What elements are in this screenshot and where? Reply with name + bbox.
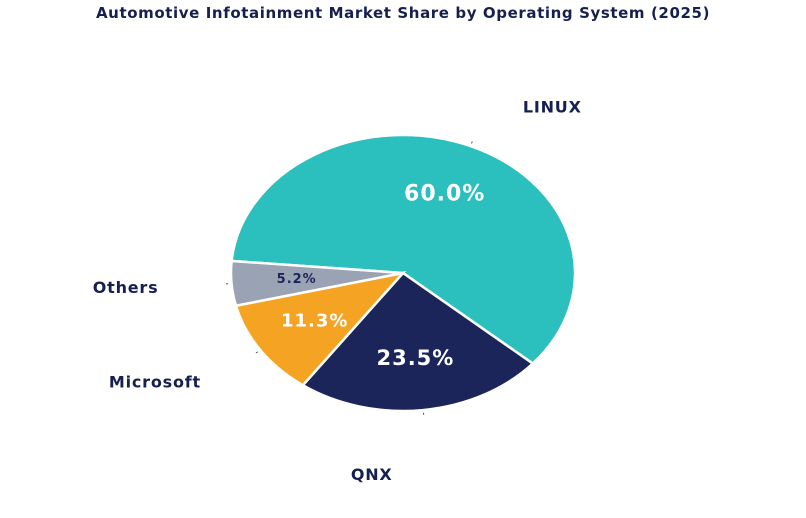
leader-ticks	[226, 141, 473, 415]
pie-slice-microsoft	[234, 271, 407, 387]
leader-tick-linux	[471, 141, 473, 144]
category-label-qnx: QNX	[351, 465, 393, 484]
pie-slice-others	[229, 259, 404, 308]
value-label-linux: 60.0%	[404, 182, 485, 207]
leader-tick-microsoft	[255, 351, 258, 354]
category-labels: LINUX QNX Microsoft Others	[93, 98, 582, 485]
category-label-others: Others	[93, 278, 159, 297]
category-label-linux: LINUX	[523, 98, 582, 117]
category-label-microsoft: Microsoft	[109, 373, 201, 392]
pie-slices	[229, 133, 577, 413]
pie-slice-qnx	[300, 271, 535, 413]
value-label-qnx: 23.5%	[376, 346, 454, 370]
pie-slice-linux	[230, 133, 577, 366]
value-label-others: 5.2%	[277, 272, 317, 287]
chart-title: Automotive Infotainment Market Share by …	[95, 4, 711, 22]
value-labels: 60.0% 23.5% 11.3% 5.2%	[277, 182, 485, 370]
value-label-microsoft: 11.3%	[281, 310, 348, 331]
